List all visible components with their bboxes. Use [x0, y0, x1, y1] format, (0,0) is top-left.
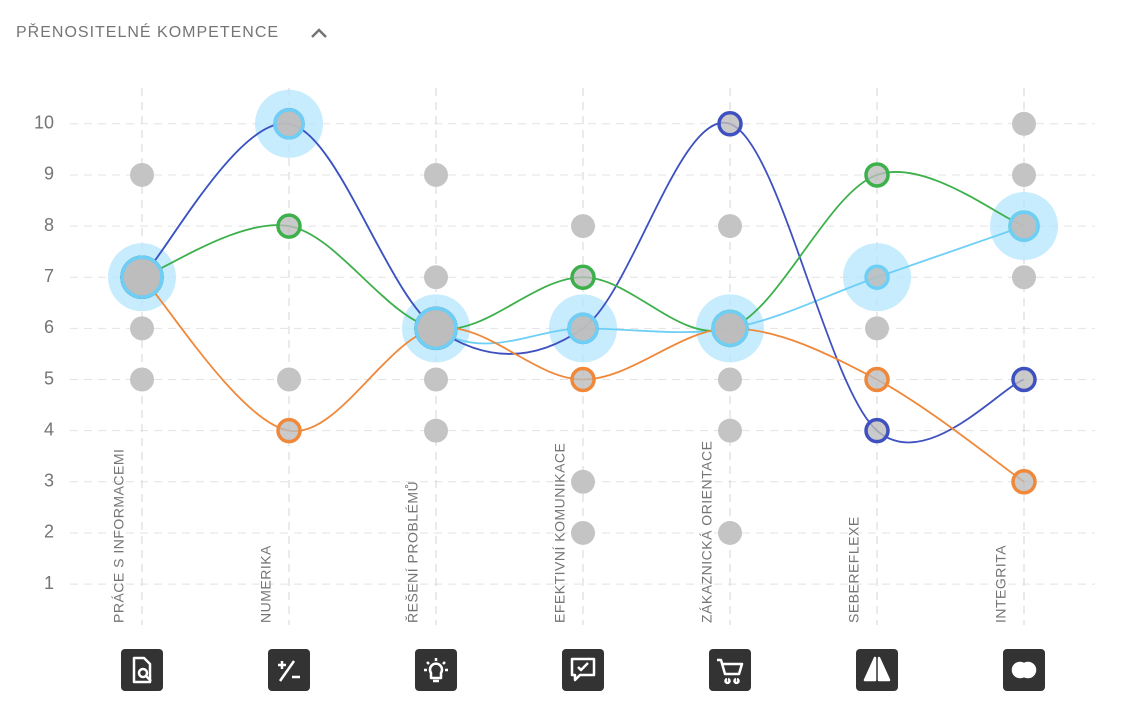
point: [864, 264, 890, 290]
point: [570, 366, 596, 393]
other-dot: [424, 418, 448, 443]
icon-glyph: [570, 657, 596, 682]
x-tick-label: NUMERIKA: [258, 545, 274, 623]
y-tick-label: 1: [44, 573, 54, 593]
other-dot: [718, 418, 742, 443]
point: [414, 306, 458, 351]
other-dot: [130, 367, 154, 392]
icon-glyph: [717, 658, 744, 685]
other-dot: [424, 367, 448, 392]
y-tick-label: 3: [44, 471, 54, 491]
category-icon: [562, 649, 604, 691]
point: [711, 309, 749, 348]
category-icon: [415, 649, 457, 691]
x-tick-label: SEBEREFLEXE: [846, 516, 862, 623]
point: [273, 108, 305, 140]
collapse-icon[interactable]: [311, 28, 327, 38]
point: [864, 162, 890, 188]
other-dot: [571, 520, 595, 545]
point: [570, 264, 596, 290]
icon-glyph: [424, 658, 448, 683]
chart-title: PŘENOSITELNÉ KOMPETENCE: [16, 22, 279, 41]
category-icon: [856, 649, 898, 691]
y-tick-label: 4: [44, 419, 54, 439]
other-dot: [424, 265, 448, 290]
other-dot: [571, 469, 595, 494]
point: [120, 255, 164, 299]
point: [864, 366, 890, 393]
point: [567, 312, 599, 345]
y-tick-label: 7: [44, 266, 54, 286]
x-tick-label: PRÁCE S INFORMACEMI: [111, 449, 127, 623]
point: [864, 417, 890, 444]
other-dot: [130, 316, 154, 341]
other-dot: [130, 162, 154, 187]
other-dot: [277, 367, 301, 392]
point: [276, 417, 302, 444]
category-icon: [709, 649, 751, 691]
other-dot: [718, 520, 742, 545]
other-dot: [571, 214, 595, 239]
x-tick-label: INTEGRITA: [993, 545, 1009, 623]
y-tick-label: 10: [34, 113, 54, 133]
icon-glyph: [278, 660, 300, 682]
category-icons: [121, 649, 1045, 691]
x-tick-label: ZÁKAZNICKÁ ORIENTACE: [699, 441, 715, 623]
y-tick-label: 5: [44, 368, 54, 388]
icon-glyph: [1011, 661, 1037, 679]
y-tick-label: 9: [44, 164, 54, 184]
other-dot: [718, 367, 742, 392]
other-dot: [424, 162, 448, 187]
icon-glyph: [132, 656, 152, 684]
point: [1011, 366, 1037, 393]
x-tick-label: EFEKTIVNÍ KOMUNIKACE: [552, 443, 568, 623]
other-dot: [865, 316, 889, 341]
icon-glyph: [863, 656, 891, 682]
y-tick-label: 8: [44, 215, 54, 235]
x-tick-label: ŘEŠENÍ PROBLÉMŮ: [404, 481, 421, 623]
y-tick-label: 2: [44, 522, 54, 542]
point: [1008, 210, 1040, 242]
point: [1011, 469, 1037, 495]
other-dot: [1012, 265, 1036, 290]
point: [276, 213, 302, 239]
other-dot: [1012, 111, 1036, 136]
point: [717, 111, 743, 137]
other-dot: [1012, 162, 1036, 187]
other-dot: [718, 214, 742, 239]
y-tick-label: 6: [44, 317, 54, 337]
